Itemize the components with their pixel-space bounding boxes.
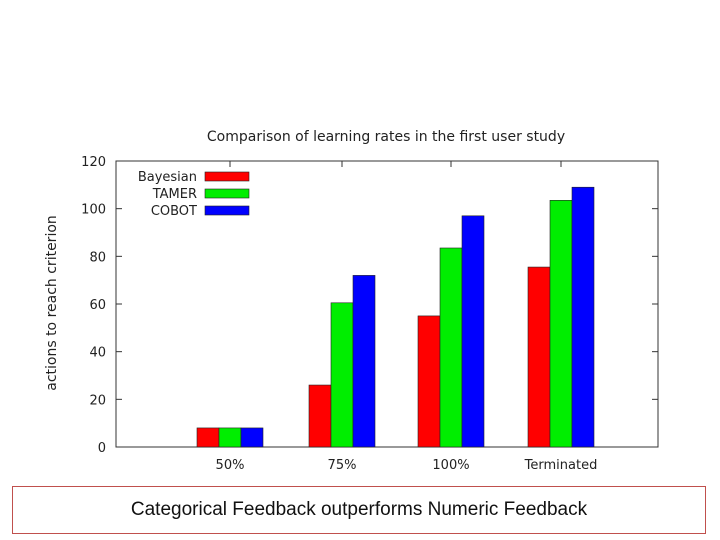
y-axis-label: actions to reach criterion — [44, 215, 60, 391]
legend-swatch-bayesian — [204, 171, 250, 182]
bar-cobot-2 — [461, 215, 485, 448]
bar-tamer-0 — [218, 427, 242, 448]
bar-bayesian-2 — [417, 315, 441, 448]
chart-title: Comparison of learning rates in the firs… — [207, 129, 565, 145]
x-axis: 50% 75% 100% Terminated — [216, 161, 598, 473]
y-tick-label: 0 — [98, 441, 106, 456]
y-tick-label: 40 — [89, 346, 106, 361]
bar-chart: Comparison of learning rates in the firs… — [44, 129, 659, 473]
x-tick-label: 100% — [432, 458, 469, 473]
legend-swatch-cobot — [204, 205, 250, 216]
bar-cobot-0 — [240, 427, 264, 448]
legend-label-tamer: TAMER — [152, 187, 197, 202]
x-tick-label: 50% — [216, 458, 245, 473]
bar-cobot-3 — [571, 186, 595, 448]
legend-label-cobot: COBOT — [151, 204, 197, 219]
y-tick-label: 60 — [89, 298, 106, 313]
caption-text: Categorical Feedback outperforms Numeric… — [130, 499, 588, 520]
bar-tamer-3 — [549, 200, 573, 448]
y-tick-label: 80 — [89, 250, 106, 265]
bar-bayesian-1 — [308, 384, 332, 448]
bar-cobot-1 — [352, 275, 376, 448]
x-tick-label: 75% — [328, 458, 357, 473]
bar-bayesian-3 — [527, 266, 551, 448]
y-tick-label: 100 — [81, 203, 106, 218]
bar-bayesian-0 — [196, 427, 220, 448]
bar-tamer-1 — [330, 302, 354, 448]
bar-tamer-2 — [439, 247, 463, 448]
bars — [196, 186, 595, 448]
y-tick-label: 20 — [89, 393, 106, 408]
legend-label-bayesian: Bayesian — [138, 170, 197, 185]
legend: Bayesian TAMER COBOT — [138, 170, 250, 219]
caption-box: Categorical Feedback outperforms Numeric… — [12, 486, 706, 534]
x-tick-label: Terminated — [524, 458, 598, 473]
legend-swatch-tamer — [204, 188, 250, 199]
y-axis: 0 20 40 60 80 100 120 — [81, 155, 658, 456]
y-tick-label: 120 — [81, 155, 106, 170]
